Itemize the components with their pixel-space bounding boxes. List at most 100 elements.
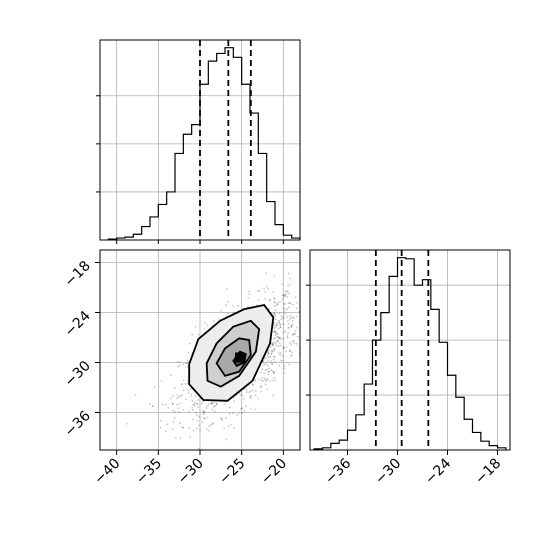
- scatter-point: [225, 288, 228, 290]
- joint-ytick-label: −18: [62, 258, 94, 290]
- scatter-point: [272, 394, 275, 397]
- scatter-point: [266, 388, 268, 391]
- scatter-point: [262, 360, 265, 363]
- scatter-point: [203, 417, 206, 420]
- scatter-point: [279, 325, 282, 328]
- scatter-point: [271, 369, 274, 372]
- scatter-point: [265, 380, 267, 383]
- scatter-point: [278, 345, 280, 348]
- scatter-point: [304, 298, 306, 300]
- scatter-point: [273, 371, 275, 373]
- scatter-point: [202, 413, 205, 416]
- scatter-point: [272, 331, 275, 333]
- scatter-point: [160, 379, 163, 382]
- scatter-point: [196, 420, 199, 423]
- right-histogram-panel: −36 −30 −24 −18: [306, 249, 511, 488]
- scatter-point: [278, 321, 280, 324]
- scatter-point: [161, 403, 164, 406]
- scatter-point: [307, 319, 309, 321]
- right-xtick-label: −36: [322, 455, 354, 487]
- scatter-point: [181, 426, 184, 429]
- scatter-point: [291, 320, 294, 322]
- scatter-point: [278, 364, 281, 367]
- scatter-point: [186, 359, 189, 362]
- scatter-point: [289, 301, 291, 304]
- scatter-point: [294, 329, 297, 332]
- joint-ytick-label: −36: [62, 408, 94, 440]
- scatter-point: [247, 296, 250, 299]
- scatter-point: [282, 337, 285, 340]
- scatter-point: [274, 360, 276, 363]
- scatter-point: [232, 400, 235, 403]
- scatter-point: [208, 425, 211, 427]
- scatter-point: [252, 383, 254, 386]
- joint-panel-frame: [99, 249, 301, 451]
- scatter-point: [277, 301, 280, 304]
- scatter-point: [328, 311, 330, 313]
- scatter-point: [170, 374, 173, 377]
- scatter-point: [238, 412, 241, 415]
- scatter-point: [277, 339, 279, 342]
- scatter-point: [201, 421, 204, 423]
- scatter-point: [191, 409, 194, 411]
- scatter-point: [261, 376, 263, 379]
- scatter-point: [283, 367, 285, 370]
- scatter-point: [288, 292, 290, 295]
- scatter-point: [274, 334, 277, 337]
- contour-line-3: [215, 337, 252, 377]
- scatter-point: [192, 418, 194, 421]
- scatter-point: [285, 346, 288, 348]
- scatter-point: [280, 338, 283, 341]
- scatter-point: [263, 377, 266, 380]
- scatter-point: [202, 400, 205, 403]
- joint-xtick-label: −30: [175, 456, 207, 488]
- scatter-point: [278, 352, 280, 355]
- scatter-point: [167, 406, 170, 409]
- scatter-point: [287, 284, 289, 287]
- scatter-point: [172, 403, 174, 405]
- scatter-point: [306, 292, 308, 294]
- scatter-point: [243, 388, 246, 391]
- right-panel-frame: [309, 249, 511, 451]
- scatter-point: [176, 397, 178, 400]
- top-panel-frame: [99, 39, 301, 241]
- scatter-point: [149, 403, 151, 405]
- scatter-point: [272, 343, 275, 346]
- scatter-point: [256, 289, 259, 292]
- scatter-point: [289, 318, 291, 321]
- scatter-point: [276, 335, 279, 338]
- scatter-point: [268, 367, 270, 370]
- scatter-point: [179, 402, 182, 405]
- scatter-point: [271, 344, 274, 347]
- scatter-point: [268, 299, 271, 302]
- scatter-point: [292, 303, 294, 306]
- right-xtick-label: −24: [422, 455, 454, 487]
- scatter-point: [276, 333, 279, 336]
- scatter-point: [212, 405, 215, 408]
- scatter-point: [243, 409, 246, 412]
- scatter-point: [193, 405, 196, 408]
- scatter-point: [266, 368, 269, 371]
- scatter-point: [286, 296, 289, 298]
- scatter-point: [282, 323, 285, 326]
- scatter-point: [283, 372, 286, 374]
- scatter-point: [291, 354, 293, 357]
- scatter-point: [278, 319, 280, 322]
- scatter-point: [282, 347, 285, 350]
- scatter-point: [179, 422, 181, 425]
- scatter-point: [248, 391, 251, 394]
- scatter-point: [300, 310, 302, 312]
- scatter-point: [182, 389, 185, 392]
- scatter-point: [273, 355, 276, 358]
- scatter-point: [193, 403, 196, 406]
- scatter-point: [198, 415, 201, 418]
- scatter-point: [249, 395, 252, 397]
- scatter-point: [245, 388, 248, 391]
- scatter-point: [322, 311, 324, 313]
- scatter-point: [216, 403, 218, 405]
- scatter-point: [286, 335, 289, 337]
- joint-ytick-label: −24: [62, 308, 94, 340]
- scatter-point: [285, 291, 288, 293]
- scatter-point: [287, 306, 290, 309]
- scatter-point: [274, 337, 277, 339]
